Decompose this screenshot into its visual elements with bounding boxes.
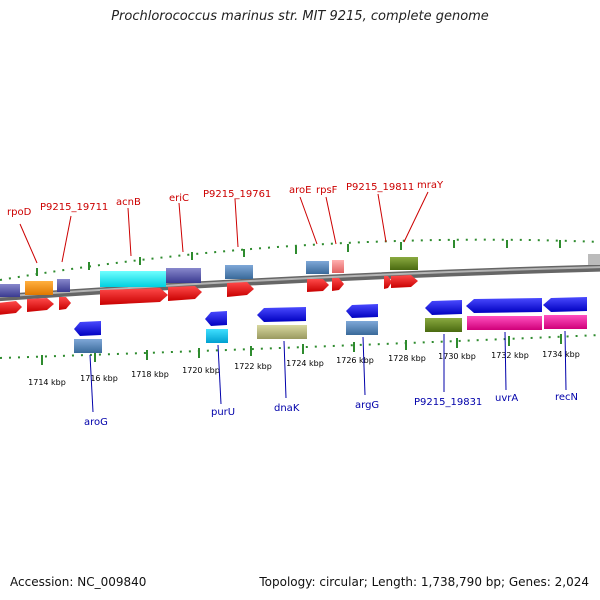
gene-label: uvrA <box>495 393 518 404</box>
gene-feature <box>25 281 53 295</box>
cds-arrow <box>59 297 71 310</box>
gene-feature <box>206 329 228 343</box>
cds-arrow <box>74 321 101 336</box>
top-leaders <box>19 191 429 264</box>
upper-features[interactable] <box>0 254 600 297</box>
scale-label: 1730 kbp <box>438 352 476 361</box>
gene-label: rpoD <box>7 207 32 218</box>
scale-label: 1734 kbp <box>542 350 580 359</box>
cds-arrow <box>425 300 462 315</box>
gene-label: P9215_19811 <box>346 182 414 193</box>
gene-label: mraY <box>417 180 444 191</box>
gene-label: P9215_19761 <box>203 189 271 200</box>
scale-label: 1720 kbp <box>182 366 220 375</box>
reverse-cds[interactable] <box>74 297 587 353</box>
cds-arrow <box>168 286 202 301</box>
gene-label: argG <box>355 400 379 411</box>
cds-arrow <box>100 288 168 305</box>
scale-label: 1726 kbp <box>336 356 374 365</box>
gene-feature <box>467 316 542 330</box>
cds-arrow <box>227 282 254 297</box>
gene-feature <box>544 315 587 329</box>
cds-arrow <box>0 301 22 315</box>
gene-feature <box>225 265 253 279</box>
bottom-leaders <box>89 330 567 413</box>
map-title: Prochlorococcus marinus str. MIT 9215, c… <box>111 9 489 24</box>
scale-label: 1716 kbp <box>80 374 118 383</box>
bottom-labels: aroG purU dnaK argG P9215_19831 uvrA rec… <box>84 392 578 428</box>
scale-label: 1732 kbp <box>491 351 529 360</box>
gene-feature <box>0 284 20 297</box>
scale-label: 1728 kbp <box>388 354 426 363</box>
cds-arrow <box>307 279 329 292</box>
lower-ticks <box>41 334 562 365</box>
scale-label: 1714 kbp <box>28 378 66 387</box>
gene-feature <box>390 257 418 270</box>
scale-labels: 1714 kbp 1716 kbp 1718 kbp 1720 kbp 1722… <box>28 350 580 387</box>
gene-feature <box>588 254 600 265</box>
scale-label: 1724 kbp <box>286 359 324 368</box>
gene-feature <box>57 279 70 292</box>
cds-arrow <box>205 311 227 326</box>
gene-feature <box>425 318 462 332</box>
gene-feature <box>332 260 344 273</box>
gene-feature <box>257 325 307 339</box>
genome-backbone <box>0 264 600 302</box>
topology-label: Topology: circular; Length: 1,738,790 bp… <box>259 575 589 589</box>
gene-label: P9215_19831 <box>414 397 482 408</box>
accession-label: Accession: NC_009840 <box>10 575 147 589</box>
gene-label: acnB <box>116 197 141 208</box>
gene-feature <box>100 271 166 287</box>
gene-label: recN <box>555 392 578 403</box>
cds-arrow <box>391 275 418 288</box>
scale-label: 1718 kbp <box>131 370 169 379</box>
gene-label: aroG <box>84 417 108 428</box>
gene-label: aroE <box>289 185 311 196</box>
cds-arrow <box>346 304 378 318</box>
gene-feature <box>306 261 329 274</box>
scale-label: 1722 kbp <box>234 362 272 371</box>
cds-arrow <box>466 298 542 313</box>
gene-feature <box>166 268 201 283</box>
cds-arrow <box>543 297 587 312</box>
cds-arrow <box>257 307 306 322</box>
gene-label: purU <box>211 407 235 418</box>
top-labels: rpoD P9215_19711 acnB eriC P9215_19761 a… <box>7 180 444 218</box>
cds-arrow <box>332 278 344 291</box>
upper-ticks <box>36 240 561 276</box>
forward-cds[interactable] <box>0 275 418 315</box>
gene-feature <box>346 321 378 335</box>
cds-arrow <box>384 276 392 289</box>
gene-label: dnaK <box>274 403 300 414</box>
gene-label: eriC <box>169 193 189 204</box>
gene-feature <box>74 339 102 353</box>
gene-label: rpsF <box>316 185 338 196</box>
gene-label: P9215_19711 <box>40 202 108 213</box>
cds-arrow <box>27 298 54 312</box>
